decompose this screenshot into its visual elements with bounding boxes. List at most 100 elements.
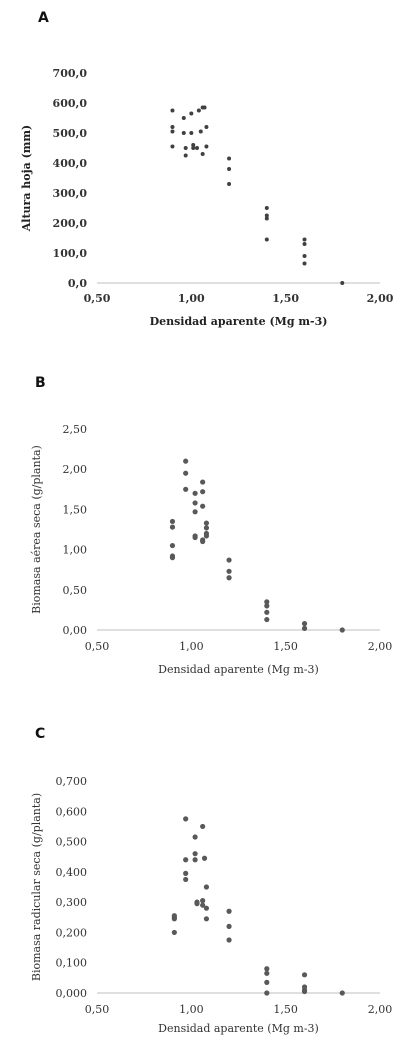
data-point-c [301,972,308,978]
data-point-b [339,627,345,633]
data-point-c [203,905,210,911]
chart-panel-b: B 0,00 0,50 1,00 1,50 2,00 2,50 0,50 1,00 1,50 2,0… [0,355,417,705]
data-point-a [191,146,196,150]
data-point-c [183,816,189,822]
data-point-c [194,901,200,907]
x-axis-title-c: Densidad aparente (Mg m-3) [158,1022,319,1035]
data-point-a [204,125,209,129]
y-tick-label-a: 0,0 [68,277,87,290]
data-point-b [264,603,270,609]
panel-label-a: A [38,10,49,26]
data-point-a [202,105,207,110]
data-point-a [227,156,232,161]
data-point-b [169,555,176,561]
data-point-b [169,518,176,525]
data-point-b [200,479,206,485]
data-point-b [301,625,308,631]
x-tick-label-a: 2,00 [367,292,394,305]
data-point-b [203,533,210,539]
y-tick-label-c: 0,400 [56,866,88,879]
data-point-b [183,470,189,476]
data-point-a [191,143,196,147]
y-tick-label-c: 0,600 [56,805,88,818]
x-tick-label-c: 1,00 [179,1003,204,1016]
panel-label-b: B [35,375,46,391]
data-point-c [171,916,177,922]
data-point-b [169,524,176,530]
x-tick-label-a: 1,00 [178,292,205,305]
x-axis-title-a: Densidad aparente (Mg m-3) [150,315,328,328]
data-point-a [181,116,186,120]
data-point-c [201,855,208,861]
x-tick-label-c: 2,00 [368,1003,393,1016]
y-tick-label-c: 0,000 [56,987,88,1000]
data-point-b [226,557,232,563]
y-tick-label-a: 400,0 [53,157,88,170]
data-point-a [302,242,307,246]
data-point-b [183,486,189,492]
data-point-c [192,857,198,863]
data-point-a [264,237,269,242]
data-point-b [192,490,198,496]
y-tick-label-c: 0,300 [56,896,88,909]
data-point-c [183,876,189,883]
x-tick-label-b: 2,00 [368,640,393,653]
x-tick-label-b: 1,50 [273,640,298,653]
data-point-b [264,609,270,615]
data-point-a [302,261,307,266]
data-point-c [203,884,210,890]
data-point-a [189,131,194,135]
data-point-a [302,254,307,258]
x-axis-title-b: Densidad aparente (Mg m-3) [158,663,319,676]
data-point-a [264,213,269,218]
y-tick-label-c: 0,200 [56,926,88,939]
data-point-c [301,988,308,995]
data-point-b [200,489,206,495]
data-point-a [227,182,232,186]
data-point-b [200,503,206,509]
y-axis-title-b: Biomasa aérea seca (g/planta) [30,445,43,614]
data-point-c [192,834,198,840]
data-point-b [183,458,189,464]
data-point-b [192,500,198,506]
data-point-c [192,851,198,857]
chart-panel-c: C 0,000 0,100 0,200 0,300 0,400 0,500 0,600 0,70… [0,710,417,1058]
data-point-b [192,534,198,541]
data-point-c [264,966,270,972]
data-point-b [264,599,270,605]
data-point-a [302,237,307,242]
y-tick-label-a: 600,0 [53,97,88,110]
y-tick-label-c: 0,500 [56,836,88,849]
data-point-b [200,538,206,545]
x-tick-label-c: 0,50 [85,1003,110,1016]
data-point-c [200,898,206,904]
data-point-a [183,146,188,150]
data-point-a [196,108,201,113]
data-point-a [340,281,345,285]
y-tick-label-a: 100,0 [53,247,88,260]
data-point-c [226,908,232,914]
data-point-c [264,979,270,985]
data-point-c [203,916,210,922]
data-point-b [203,525,210,531]
data-point-c [183,857,189,863]
data-point-a [189,111,194,116]
y-tick-label-a: 500,0 [53,127,88,140]
chart-b-svg: B 0,00 0,50 1,00 1,50 2,00 2,50 0,50 1,00 1,50 2,0… [30,375,393,676]
x-tick-label-b: 0,50 [85,640,110,653]
y-tick-label-b: 2,00 [63,463,88,476]
y-axis-title-a: Altura hoja (mm) [20,125,33,233]
chart-a-svg: A 0,0 100,0 200,0 300,0 400,0 500,0 600,0 700,0 0… [20,10,394,328]
y-tick-label-b: 0,00 [63,624,88,637]
data-point-b [226,575,232,581]
data-point-a [194,146,199,150]
data-point-a [170,125,175,129]
data-point-c [200,823,206,830]
data-point-c [200,902,206,908]
y-tick-label-a: 200,0 [53,217,88,230]
chart-panel-a: A 0,0 100,0 200,0 300,0 400,0 500,0 600,0 700,0 0… [0,0,417,340]
data-point-a [170,129,175,134]
data-point-b [169,542,176,549]
y-tick-label-c: 0,100 [56,957,88,970]
data-point-c [264,990,270,996]
